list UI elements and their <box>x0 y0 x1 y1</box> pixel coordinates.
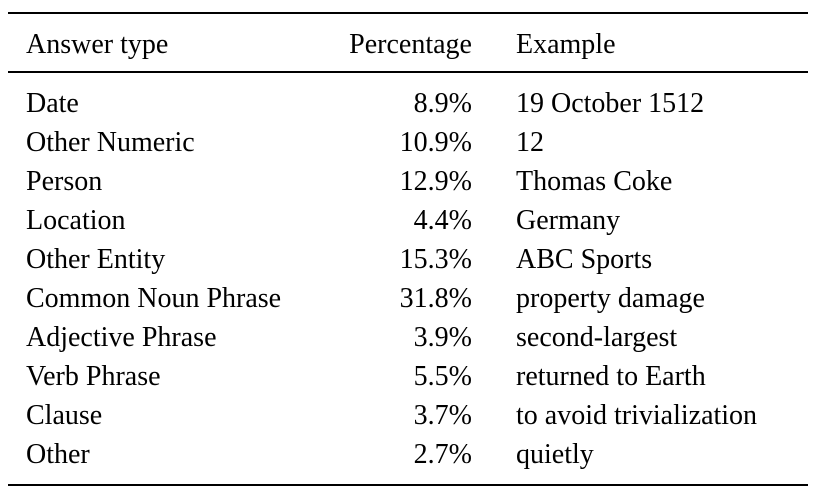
percentage-cell: 8.9% <box>413 88 472 119</box>
answer-type-cell: Location <box>26 205 126 236</box>
example-cell: 19 October 1512 <box>516 88 705 119</box>
header-rule <box>8 71 808 73</box>
answer-type-cell: Common Noun Phrase <box>26 283 282 314</box>
bottom-rule <box>8 484 808 486</box>
percentage-cell: 12.9% <box>399 166 472 197</box>
answer-type-cell: Other <box>26 439 90 470</box>
answer-type-cell: Other Entity <box>26 244 166 275</box>
percentage-cell: 3.9% <box>413 322 472 353</box>
example-cell: returned to Earth <box>516 361 706 392</box>
percentage-cell: 3.7% <box>413 400 472 431</box>
header-example: Example <box>516 29 616 60</box>
answer-type-cell: Adjective Phrase <box>26 322 217 353</box>
percentage-cell: 10.9% <box>399 127 472 158</box>
example-cell: 12 <box>516 127 544 158</box>
answer-type-cell: Verb Phrase <box>26 361 161 392</box>
answer-type-cell: Clause <box>26 400 103 431</box>
example-cell: Thomas Coke <box>516 166 673 197</box>
answer-type-cell: Person <box>26 166 103 197</box>
example-cell: quietly <box>516 439 594 470</box>
answer-type-cell: Date <box>26 88 79 119</box>
example-cell: Germany <box>516 205 621 236</box>
example-cell: to avoid trivialization <box>516 400 758 431</box>
top-rule <box>8 12 808 14</box>
header-answer-type: Answer type <box>26 29 169 60</box>
example-cell: ABC Sports <box>516 244 653 275</box>
percentage-cell: 4.4% <box>413 205 472 236</box>
percentage-cell: 5.5% <box>413 361 472 392</box>
answer-type-cell: Other Numeric <box>26 127 195 158</box>
example-cell: second-largest <box>516 322 678 353</box>
percentage-cell: 31.8% <box>399 283 472 314</box>
percentage-cell: 2.7% <box>413 439 472 470</box>
percentage-cell: 15.3% <box>399 244 472 275</box>
header-percentage: Percentage <box>349 29 472 60</box>
example-cell: property damage <box>516 283 705 314</box>
